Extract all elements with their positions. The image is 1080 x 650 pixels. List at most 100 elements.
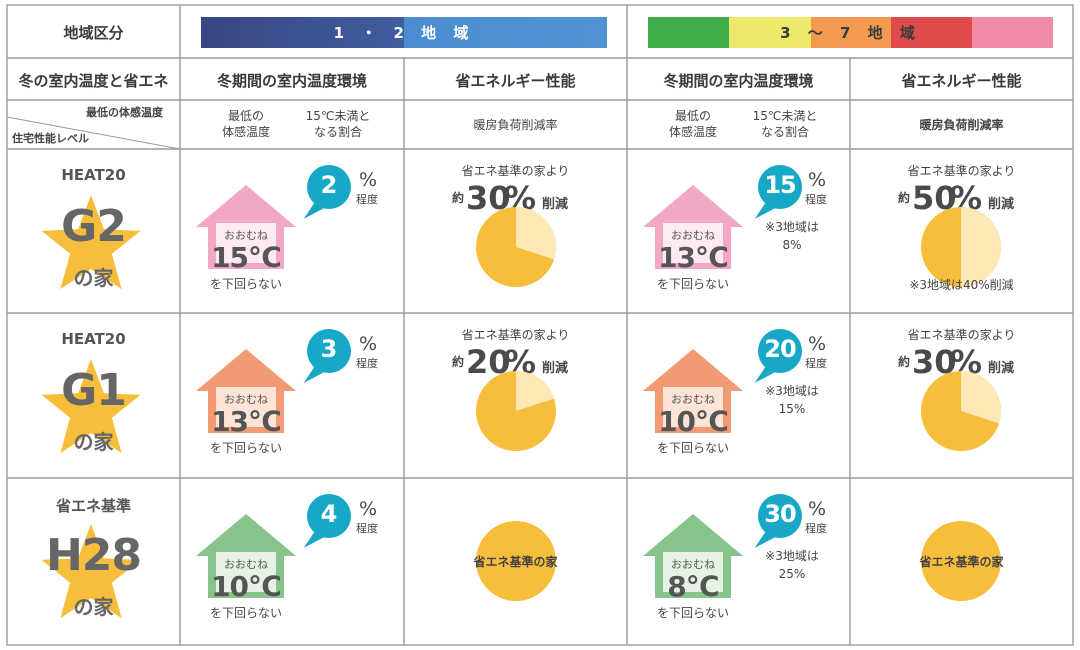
not-below: を下回らない [209, 606, 282, 620]
perf-reduce: 削減 [988, 361, 1015, 376]
house-approx: おおむね [671, 558, 715, 571]
perf-base: 省エネ基準の家より [461, 328, 570, 342]
house-approx: おおむね [224, 229, 268, 242]
corner-top-label: 最低の体感温度 [86, 106, 163, 119]
env-label-37: 冬期間の室内温度環境 [663, 72, 814, 90]
house-window [663, 223, 723, 263]
house-approx: おおむね [224, 558, 268, 571]
rate-degree: 程度 [356, 522, 378, 535]
level-ie: の家 [73, 595, 114, 619]
rate-bubble-12 [303, 329, 351, 383]
pie-slice-reduction [961, 207, 1001, 287]
level-top: HEAT20 [61, 330, 126, 348]
rate-note-2: 25% [778, 567, 806, 581]
perf-approx: 約 [898, 355, 911, 369]
bubble-circle [307, 329, 351, 373]
perf-pie-12 [476, 521, 556, 601]
rate-degree: 程度 [356, 357, 378, 370]
perf-note: ※3地域は40%削減 [909, 278, 1014, 292]
perf-approx: 約 [898, 191, 911, 205]
house-temp: 8℃ [667, 570, 719, 603]
rate-pct: % [808, 169, 827, 191]
rate-pct: % [808, 498, 827, 520]
level-star [41, 359, 141, 454]
house-window [216, 223, 276, 263]
zone-label: 地域区分 [63, 24, 124, 42]
perf-reduce: 削減 [988, 197, 1015, 212]
level-star [41, 524, 141, 619]
perf-approx: 約 [452, 355, 465, 369]
rate-pct: % [359, 333, 378, 355]
not-below: を下回らない [656, 606, 729, 620]
rate-pct: % [359, 498, 378, 520]
house-icon-37 [643, 185, 743, 269]
house-icon-12 [196, 349, 296, 433]
rate-bubble-12 [303, 494, 351, 548]
pie-base [921, 521, 1001, 601]
house-temp: 13℃ [658, 241, 729, 274]
star-shape [41, 359, 141, 454]
house-approx: おおむね [671, 229, 715, 242]
level-main: G2 [61, 201, 127, 252]
perf-pie-label: 省エネ基準の家 [919, 555, 1004, 569]
rate-value: 2 [320, 171, 338, 199]
perf-pie-37 [921, 371, 1001, 451]
rate-bubble-37 [754, 329, 802, 383]
row2-label: 冬の室内温度と省エネ [18, 72, 169, 90]
not-below: を下回らない [656, 441, 729, 455]
not-below: を下回らない [209, 441, 282, 455]
perf-label-12: 省エネルギー性能 [455, 72, 576, 90]
bubble-circle [758, 494, 802, 538]
house-icon-12 [196, 185, 296, 269]
pie-base [476, 521, 556, 601]
corner-bottom-label: 住宅性能レベル [12, 132, 89, 145]
perf-base: 省エネ基準の家より [461, 164, 570, 178]
house-approx: おおむね [671, 393, 715, 406]
rate-degree: 程度 [805, 193, 827, 206]
house-icon-12 [196, 514, 296, 598]
level-main: G1 [61, 365, 127, 416]
zone12-bar [201, 17, 607, 48]
bubble-circle [758, 329, 802, 373]
sub-min-12: 最低の 体感温度 [221, 109, 270, 139]
level-ie: の家 [73, 430, 114, 454]
house-approx: おおむね [224, 393, 268, 406]
rate-note-1: ※3地域は [765, 549, 819, 563]
rate-pct: % [359, 169, 378, 191]
rate-value: 15 [764, 171, 796, 199]
env-label-12: 冬期間の室内温度環境 [216, 72, 367, 90]
rate-degree: 程度 [356, 193, 378, 206]
level-top: HEAT20 [61, 166, 126, 184]
pie-slice-reduction [516, 207, 556, 260]
rate-note-1: ※3地域は [765, 384, 819, 398]
sub-rate-12: 15℃未満と なる割合 [305, 109, 371, 139]
not-below: を下回らない [209, 277, 282, 291]
house-temp: 10℃ [211, 570, 282, 603]
zone37-bar [648, 17, 1053, 48]
star-shape [41, 524, 141, 619]
rate-note-2: 15% [778, 402, 806, 416]
sub-perf-12: 暖房負荷削減率 [473, 118, 558, 132]
level-main: H28 [45, 530, 142, 581]
level-ie: の家 [73, 266, 114, 290]
house-icon-37 [643, 514, 743, 598]
perf-base: 省エネ基準の家より [907, 164, 1016, 178]
house-window [663, 387, 723, 427]
rate-value: 4 [320, 500, 338, 528]
pie-slice-reduction [961, 371, 1001, 424]
perf-pie-label: 省エネ基準の家 [473, 555, 558, 569]
rate-value: 3 [320, 335, 338, 363]
house-icon-37 [643, 349, 743, 433]
perf-pie-12 [476, 371, 556, 451]
rate-bubble-12 [303, 165, 351, 219]
rate-value: 30 [764, 500, 796, 528]
zone37-label: 3 〜 7 地 域 [780, 24, 921, 42]
bubble-circle [758, 165, 802, 209]
level-top: 省エネ基準 [55, 497, 131, 515]
not-below: を下回らない [656, 277, 729, 291]
house-temp: 10℃ [658, 405, 729, 438]
perf-pie-37 [921, 521, 1001, 601]
rate-bubble-37 [754, 165, 802, 219]
rate-pct: % [808, 333, 827, 355]
